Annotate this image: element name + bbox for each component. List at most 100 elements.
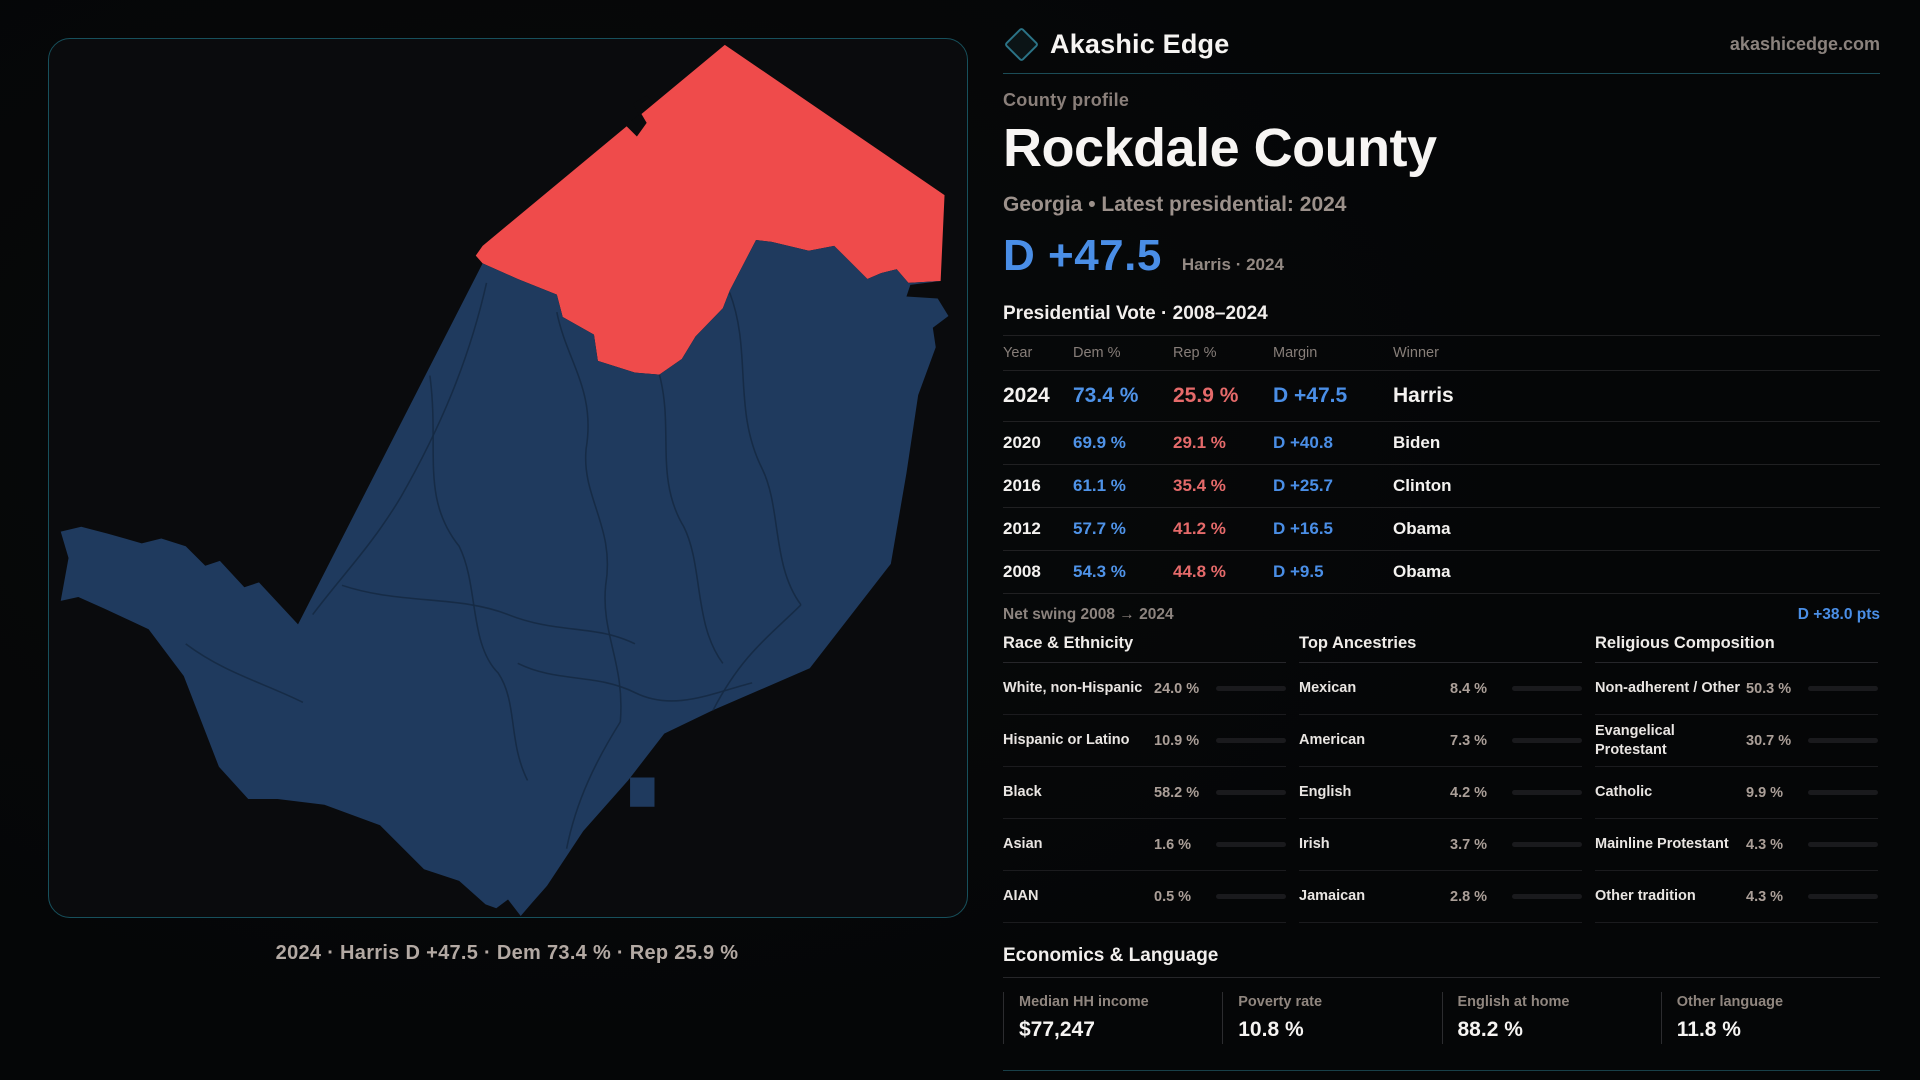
list-item: Hispanic or Latino 10.9 % <box>1003 715 1286 767</box>
map-region-republican[interactable] <box>475 44 945 375</box>
demographics-section: Race & Ethnicity White, non-Hispanic 24.… <box>1003 634 1880 923</box>
section-title: Top Ancestries <box>1299 634 1582 663</box>
stat-value: 4.2 % <box>1450 784 1488 801</box>
cell-year: 2012 <box>1003 507 1073 551</box>
footer-divider <box>1003 1070 1880 1071</box>
section-title: Religious Composition <box>1595 634 1878 663</box>
stat-value: 10.9 % <box>1154 732 1200 749</box>
ancestries-column: Top Ancestries Mexican 8.4 % American 7.… <box>1299 634 1582 923</box>
county-map-panel <box>48 38 968 918</box>
list-item: Mainline Protestant 4.3 % <box>1595 819 1878 871</box>
stat-bar <box>1808 686 1878 691</box>
economics-title: Economics & Language <box>1003 945 1219 966</box>
stat-value: 4.3 % <box>1746 888 1784 905</box>
stat-label: Non-adherent / Other <box>1595 680 1741 697</box>
table-row[interactable]: 2008 54.3 % 44.8 % D +9.5 Obama <box>1003 550 1880 594</box>
stat-value: 2.8 % <box>1450 888 1488 905</box>
cell-dem: 57.7 % <box>1073 507 1173 551</box>
table-row[interactable]: 2024 73.4 % 25.9 % D +47.5 Harris <box>1003 370 1880 422</box>
stat-value: 8.4 % <box>1450 680 1488 697</box>
stat-value: 11.8 % <box>1676 1018 1741 1041</box>
list-item: Irish 3.7 % <box>1299 819 1582 871</box>
stat-bar <box>1808 738 1878 743</box>
county-precinct-map <box>60 44 949 917</box>
stat-label: American <box>1299 732 1366 749</box>
stat-value: 1.6 % <box>1154 836 1192 853</box>
cell-year: 2024 <box>1003 370 1073 422</box>
stat-bar <box>1808 842 1878 847</box>
map-detached-precinct[interactable] <box>630 777 655 807</box>
list-item: English 4.2 % <box>1299 767 1582 819</box>
stat-value: 58.2 % <box>1154 784 1200 801</box>
stat-bar <box>1512 790 1582 795</box>
precinct-boundaries <box>185 282 802 849</box>
stat-bar <box>1808 790 1878 795</box>
stat-label: AIAN <box>1003 888 1039 905</box>
headline-margin: D +47.5 <box>1003 231 1162 280</box>
table-row[interactable]: 2020 69.9 % 29.1 % D +40.8 Biden <box>1003 421 1880 465</box>
cell-year: 2008 <box>1003 550 1073 594</box>
map-region-democrat[interactable] <box>60 239 949 917</box>
list-item: Non-adherent / Other 50.3 % <box>1595 663 1878 715</box>
brand-name: Akashic Edge <box>1050 29 1230 59</box>
table-row[interactable]: 2016 61.1 % 35.4 % D +25.7 Clinton <box>1003 464 1880 508</box>
stat-label: Irish <box>1299 836 1330 853</box>
cell-margin: D +25.7 <box>1273 464 1393 508</box>
net-swing-value: D +38.0 pts <box>1797 606 1880 623</box>
econ-stat-median-income: Median HH income $77,247 <box>1003 992 1222 1044</box>
cell-margin: D +16.5 <box>1273 507 1393 551</box>
col-header-year: Year <box>1003 335 1073 371</box>
stat-label: Mexican <box>1299 680 1357 697</box>
presidential-vote-table: Year Dem % Rep % Margin Winner 2024 73.4… <box>1003 335 1880 594</box>
brand-site-link[interactable]: akashicedge.com <box>1729 34 1880 54</box>
stat-value: 88.2 % <box>1457 1018 1523 1041</box>
list-item: American 7.3 % <box>1299 715 1582 767</box>
cell-margin: D +47.5 <box>1273 370 1393 422</box>
stat-label: English at home <box>1457 994 1570 1010</box>
col-header-dem: Dem % <box>1073 335 1173 371</box>
stat-value: 24.0 % <box>1154 680 1200 697</box>
cell-margin: D +9.5 <box>1273 550 1393 594</box>
table-row[interactable]: 2012 57.7 % 41.2 % D +16.5 Obama <box>1003 507 1880 551</box>
stat-label: Black <box>1003 784 1042 801</box>
section-title: Race & Ethnicity <box>1003 634 1286 663</box>
stat-label: Poverty rate <box>1238 994 1323 1010</box>
econ-stat-english-at-home: English at home 88.2 % <box>1441 992 1661 1044</box>
vote-table-header-row: Year Dem % Rep % Margin Winner <box>1003 335 1880 371</box>
stat-label: Median HH income <box>1019 994 1149 1010</box>
econ-stat-other-language: Other language 11.8 % <box>1660 992 1880 1044</box>
net-swing-label: Net swing 2008 → 2024 <box>1003 606 1174 623</box>
stat-bar <box>1216 790 1286 795</box>
stat-label: Evangelical Protestant <box>1595 723 1675 758</box>
cell-year: 2020 <box>1003 421 1073 465</box>
cell-dem: 69.9 % <box>1073 421 1173 465</box>
list-item: White, non-Hispanic 24.0 % <box>1003 663 1286 715</box>
stat-label: Jamaican <box>1299 888 1366 905</box>
cell-dem: 73.4 % <box>1073 370 1173 422</box>
stat-bar <box>1512 686 1582 691</box>
list-item: Evangelical Protestant 30.7 % <box>1595 715 1878 767</box>
headline-note: Harris · 2024 <box>1181 255 1284 274</box>
stat-bar <box>1512 842 1582 847</box>
cell-winner: Harris <box>1393 370 1880 422</box>
list-item: Other tradition 4.3 % <box>1595 871 1878 923</box>
stat-bar <box>1216 738 1286 743</box>
stat-label: Mainline Protestant <box>1595 836 1729 853</box>
col-header-winner: Winner <box>1393 335 1880 371</box>
economics-divider <box>1003 977 1880 978</box>
cell-rep: 35.4 % <box>1173 464 1273 508</box>
stat-bar <box>1216 686 1286 691</box>
map-caption: 2024 · Harris D +47.5 · Dem 73.4 % · Rep… <box>275 942 739 964</box>
cell-dem: 54.3 % <box>1073 550 1173 594</box>
stat-value: 10.8 % <box>1238 1018 1304 1041</box>
stat-value: 0.5 % <box>1154 888 1192 905</box>
brand-diamond-icon <box>1003 26 1040 63</box>
subtitle: Georgia • Latest presidential: 2024 <box>1003 193 1347 216</box>
list-item: Black 58.2 % <box>1003 767 1286 819</box>
header-divider <box>1003 73 1880 74</box>
stat-bar <box>1808 894 1878 899</box>
cell-rep: 44.8 % <box>1173 550 1273 594</box>
page-title: Rockdale County <box>1003 118 1437 178</box>
col-header-margin: Margin <box>1273 335 1393 371</box>
stat-label: Other tradition <box>1595 888 1696 905</box>
